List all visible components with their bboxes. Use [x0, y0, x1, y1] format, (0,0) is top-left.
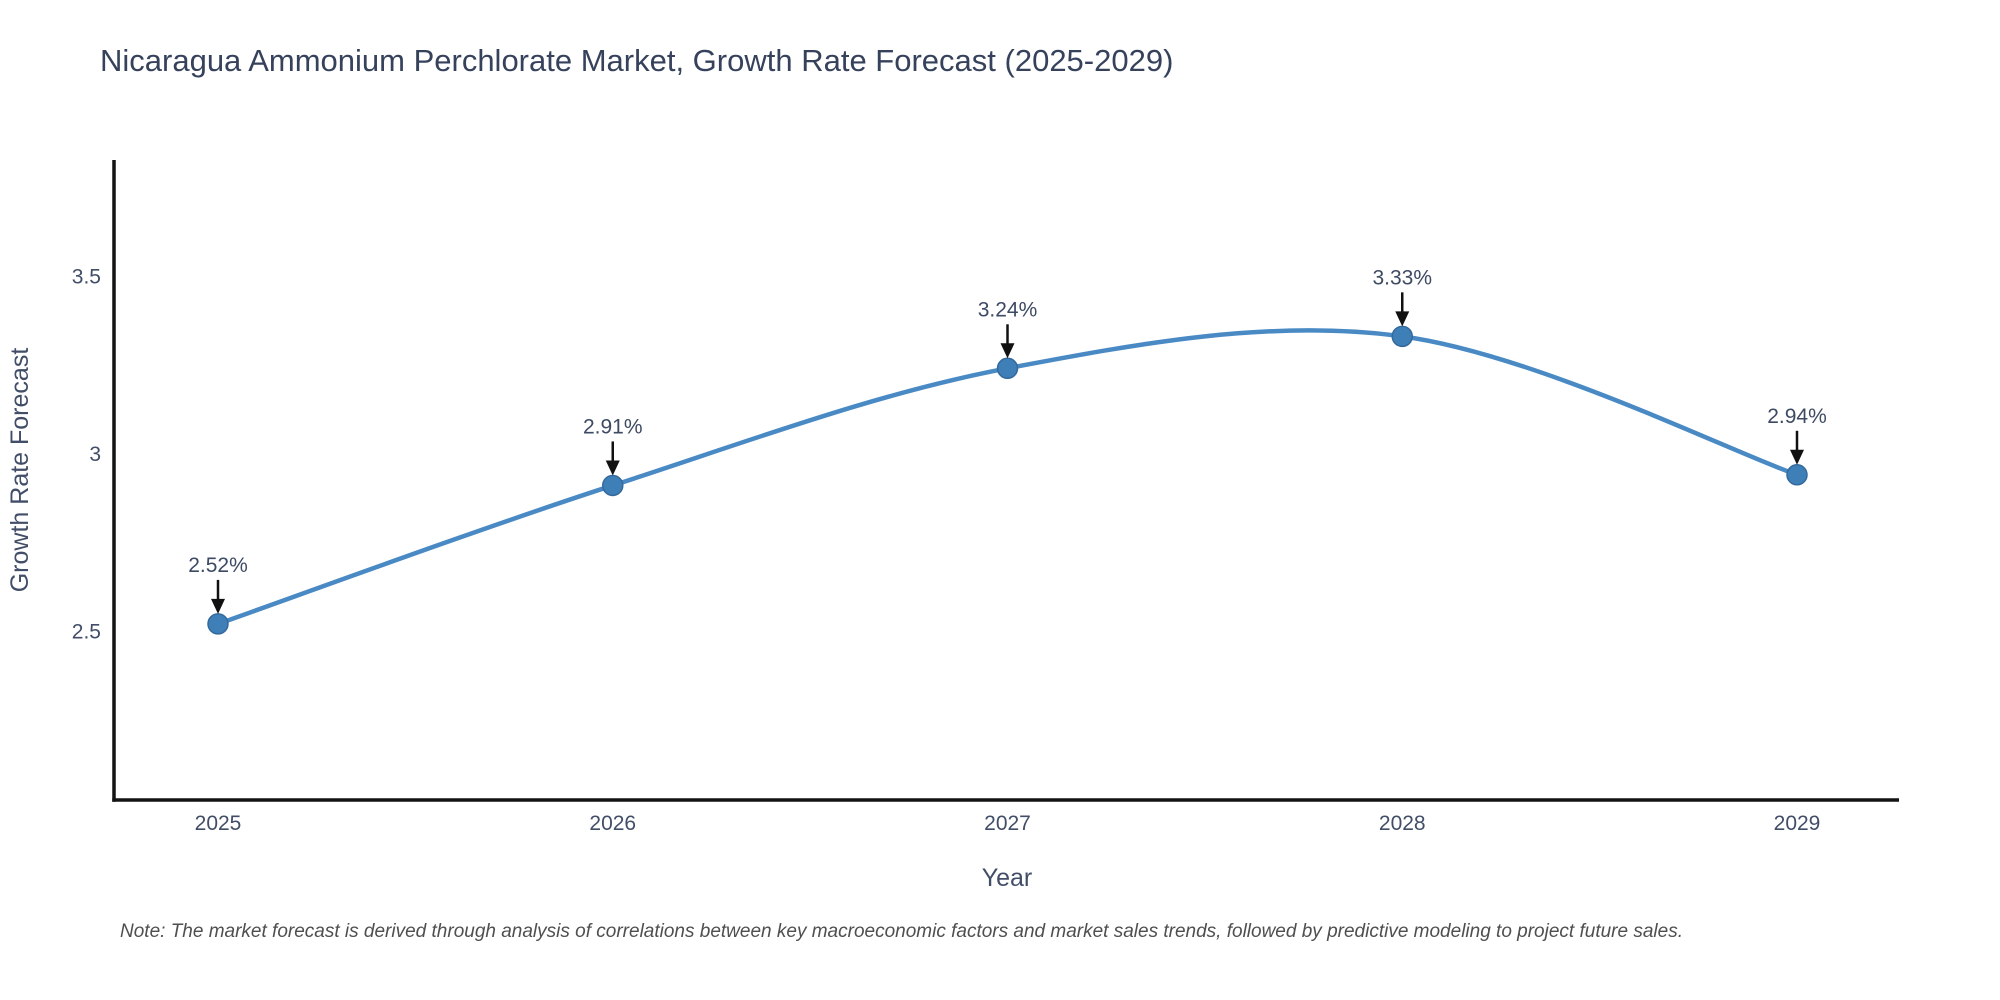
y-axis-title: Growth Rate Forecast: [6, 348, 34, 593]
x-axis-title: Year: [982, 864, 1033, 892]
x-tick-label-2027: 2027: [984, 812, 1031, 835]
x-tick-label-2029: 2029: [1774, 812, 1821, 835]
footnote: Note: The market forecast is derived thr…: [120, 921, 1683, 942]
x-axis-ticks: 2025 2026 2027 2028 2029: [195, 812, 1821, 835]
data-point-2026[interactable]: [602, 474, 624, 497]
point-value-label-2026: 2.91%: [583, 415, 643, 438]
y-tick-label-3.5: 3.5: [72, 266, 101, 289]
x-tick-label-2026: 2026: [589, 812, 636, 835]
chart-title: Nicaragua Ammonium Perchlorate Market, G…: [100, 43, 1173, 78]
data-points: [207, 325, 1808, 635]
point-value-label-2027: 3.24%: [978, 298, 1038, 321]
point-value-label-2029: 2.94%: [1767, 405, 1827, 428]
annotation-arrowhead-icon: [1395, 311, 1410, 327]
point-value-label-2025: 2.52%: [188, 554, 248, 577]
data-point-2028[interactable]: [1391, 325, 1413, 348]
point-annotations: 2.52% 2.91% 3.24% 3.33% 2.94%: [188, 266, 1827, 614]
x-tick-label-2025: 2025: [195, 812, 242, 835]
annotation-arrowhead-icon: [1790, 449, 1804, 465]
data-point-2029[interactable]: [1786, 464, 1808, 486]
y-tick-label-3: 3: [89, 443, 101, 466]
y-tick-label-2.5: 2.5: [72, 621, 101, 644]
data-point-2025[interactable]: [207, 613, 229, 635]
point-value-label-2028: 3.33%: [1372, 266, 1432, 289]
annotation-arrowhead-icon: [605, 460, 620, 476]
annotation-arrowhead-icon: [1000, 343, 1015, 359]
annotation-arrowhead-icon: [211, 598, 225, 614]
data-point-2027[interactable]: [996, 357, 1019, 380]
y-axis-ticks: 2.5 3 3.5: [72, 266, 101, 644]
x-tick-label-2028: 2028: [1379, 812, 1426, 835]
